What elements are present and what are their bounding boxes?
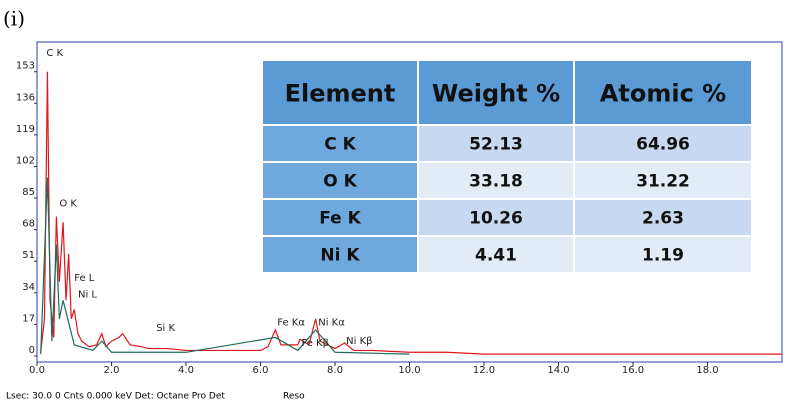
peak-label: Fe Kβ bbox=[301, 338, 328, 349]
table-value: 52.13 bbox=[469, 135, 523, 155]
table-value: 1.19 bbox=[642, 246, 684, 266]
panel-label: (i) bbox=[3, 7, 25, 31]
table-header: Weight % bbox=[432, 80, 560, 108]
table-value: Fe K bbox=[319, 209, 361, 229]
table-value: Ni K bbox=[320, 246, 360, 266]
y-tick-label: 102 bbox=[16, 155, 35, 166]
y-tick-label: 51 bbox=[22, 250, 35, 261]
table-cell bbox=[417, 161, 575, 200]
x-tick-label: 14.0 bbox=[547, 365, 569, 376]
table-cell bbox=[573, 235, 753, 274]
table-cell bbox=[261, 235, 419, 274]
peak-label: Fe Kα bbox=[277, 318, 305, 329]
table-cell bbox=[261, 198, 419, 237]
status-text: Lsec: 30.0 0 Cnts 0.000 keV Det: Octane … bbox=[6, 392, 225, 402]
peak-label: C K bbox=[46, 48, 63, 59]
y-tick-label: 136 bbox=[16, 92, 35, 103]
table-header-cell bbox=[261, 59, 419, 126]
y-tick-label: 34 bbox=[22, 282, 35, 293]
reso-text: Reso bbox=[283, 392, 305, 402]
x-tick-label: 18.0 bbox=[696, 365, 718, 376]
y-tick-label: 85 bbox=[22, 187, 35, 198]
table-value: C K bbox=[324, 135, 356, 155]
peak-label: Si K bbox=[156, 323, 175, 334]
table-header-cell bbox=[573, 59, 753, 126]
table-value: O K bbox=[323, 172, 357, 192]
x-tick-label: 0.0 bbox=[29, 365, 45, 376]
table-value: 33.18 bbox=[469, 172, 523, 192]
y-tick-label: 68 bbox=[22, 219, 35, 230]
table-cell bbox=[573, 124, 753, 163]
spectrum-line bbox=[40, 71, 782, 355]
x-tick-label: 8.0 bbox=[327, 365, 343, 376]
y-tick-label: 119 bbox=[16, 124, 35, 135]
table-header-cell bbox=[417, 59, 575, 126]
x-tick-label: 10.0 bbox=[398, 365, 420, 376]
table-header: Atomic % bbox=[600, 80, 726, 108]
x-tick-label: 6.0 bbox=[253, 365, 269, 376]
peak-label: Fe L bbox=[74, 273, 95, 284]
table-value: 4.41 bbox=[475, 246, 517, 266]
table-value: 2.63 bbox=[642, 209, 684, 229]
y-tick-label: 17 bbox=[22, 313, 35, 324]
y-tick-label: 0 bbox=[29, 345, 35, 356]
table-cell bbox=[573, 161, 753, 200]
table-value: 31.22 bbox=[636, 172, 690, 192]
x-tick-label: 4.0 bbox=[178, 365, 194, 376]
peak-label: Ni Kβ bbox=[346, 336, 372, 347]
table-header: Element bbox=[285, 80, 396, 108]
table-cell bbox=[261, 124, 419, 163]
y-tick-label: 153 bbox=[16, 61, 35, 72]
x-tick-label: 12.0 bbox=[473, 365, 495, 376]
x-tick-label: 2.0 bbox=[104, 365, 120, 376]
table-cell bbox=[417, 235, 575, 274]
table-value: 10.26 bbox=[469, 209, 523, 229]
table-value: 64.96 bbox=[636, 135, 690, 155]
x-tick-label: 16.0 bbox=[622, 365, 644, 376]
peak-label: O K bbox=[59, 199, 77, 210]
spectrum-line bbox=[40, 177, 410, 355]
peak-label: Ni L bbox=[78, 290, 97, 301]
peak-label: Ni Kα bbox=[318, 318, 345, 329]
table-cell bbox=[573, 198, 753, 237]
